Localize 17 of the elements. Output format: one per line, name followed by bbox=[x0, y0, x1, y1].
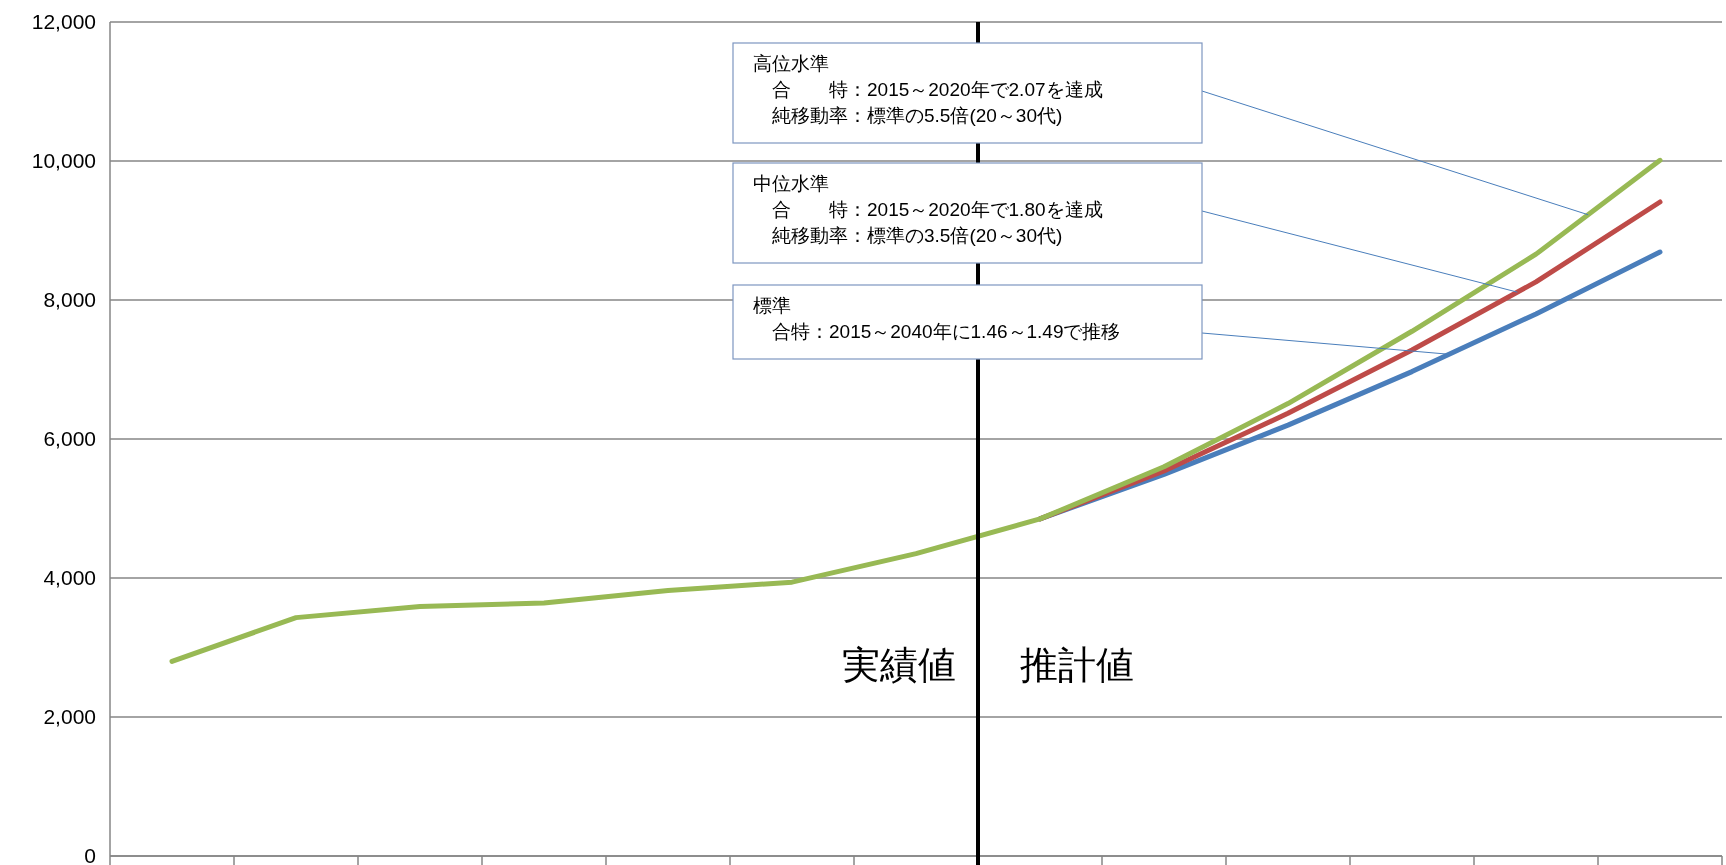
y-tick-label: 4,000 bbox=[43, 566, 96, 589]
annotation: 高位水準 bbox=[753, 53, 829, 74]
annotation: 合 特：2015～2020年で1.80を達成 bbox=[772, 199, 1103, 220]
y-tick-label: 12,000 bbox=[31, 10, 96, 33]
y-tick-label: 10,000 bbox=[31, 149, 96, 172]
y-tick-label: 0 bbox=[84, 844, 96, 865]
y-tick-label: 6,000 bbox=[43, 427, 96, 450]
annotation: 純移動率：標準の3.5倍(20～30代) bbox=[772, 225, 1063, 246]
annotation: 合特：2015～2040年に1.46～1.49で推移 bbox=[772, 321, 1121, 342]
y-tick-label: 8,000 bbox=[43, 288, 96, 311]
annotation: 実績値 bbox=[842, 644, 956, 686]
y-tick-label: 2,000 bbox=[43, 705, 96, 728]
annotation: 中位水準 bbox=[753, 173, 829, 194]
annotation: 標準 bbox=[753, 295, 791, 316]
annotation: 推計値 bbox=[1020, 644, 1134, 686]
annotation: 純移動率：標準の5.5倍(20～30代) bbox=[772, 105, 1063, 126]
annotation: 合 特：2015～2020年で2.07を達成 bbox=[772, 79, 1103, 100]
